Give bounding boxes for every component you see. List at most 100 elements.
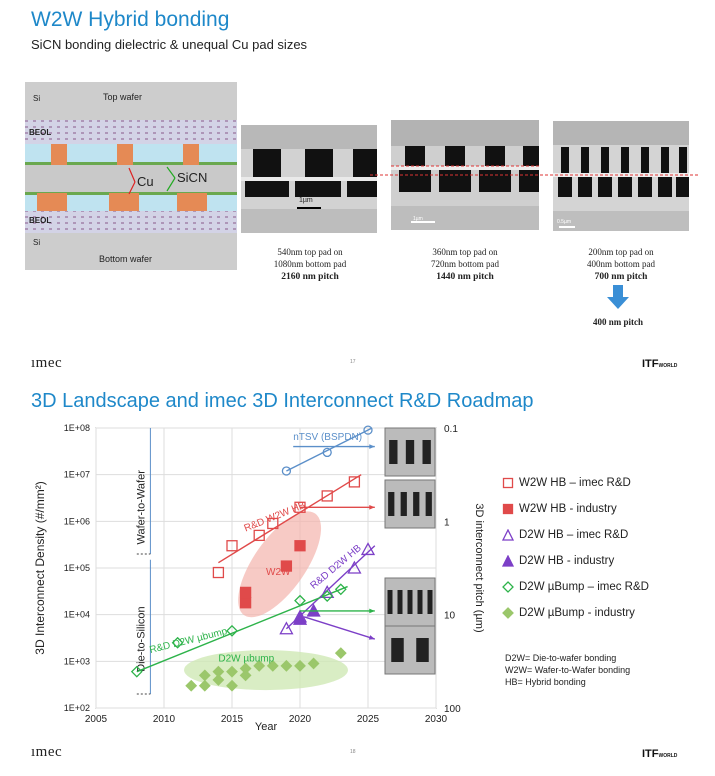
w2w-inset-image-feature bbox=[425, 492, 432, 516]
point-triangle bbox=[292, 611, 308, 625]
w2w-inset-image-feature bbox=[388, 492, 395, 516]
itf-logo-1-small: WORLD bbox=[658, 363, 678, 369]
schematic-sicn-label: SiCN bbox=[177, 170, 208, 185]
alignment-line bbox=[370, 174, 700, 176]
point-square bbox=[226, 540, 238, 552]
diamond-filled-icon bbox=[502, 607, 514, 619]
itf-logo-1-text: ITF bbox=[642, 358, 659, 370]
d2w-inset-image bbox=[384, 625, 436, 675]
caption-1440-line2: 720nm bottom pad bbox=[431, 259, 499, 269]
definition-w2w: W2W= Wafer-to-Wafer bonding bbox=[505, 665, 631, 675]
point-diamond bbox=[307, 657, 320, 670]
schematic-cu-label: Cu bbox=[137, 174, 154, 189]
point-diamond bbox=[321, 590, 334, 603]
x-tick-label: 2030 bbox=[425, 714, 448, 725]
page-number-2: 18 bbox=[350, 749, 356, 755]
schematic-beol-bottom: BEOL bbox=[29, 216, 52, 225]
y2-tick-label: 10 bbox=[444, 611, 456, 622]
x-axis-label: Year bbox=[255, 721, 278, 733]
w2w-arrow-head bbox=[369, 504, 375, 510]
ubump-inset-image bbox=[384, 577, 436, 627]
triangle-filled-shape bbox=[502, 555, 514, 567]
slide1-subtitle: SiCN bonding dielectric & unequal Cu pad… bbox=[31, 37, 308, 52]
caption-1440-line1: 360nm top pad on bbox=[432, 247, 498, 257]
tem-image-2160: 1µm bbox=[241, 125, 377, 233]
point-triangle bbox=[320, 585, 335, 599]
point-triangle bbox=[347, 560, 362, 574]
page-number-1: 17 bbox=[350, 359, 356, 365]
caption-1440-pitch: 1440 nm pitch bbox=[436, 272, 494, 282]
x-tick-label: 2010 bbox=[153, 714, 176, 725]
ubump-inset-image-feature bbox=[397, 590, 403, 614]
point-diamond bbox=[266, 659, 279, 672]
caption-2160-line2: 1080nm bottom pad bbox=[273, 259, 347, 269]
point-diamond bbox=[334, 647, 347, 660]
ntsv-inset-image bbox=[384, 427, 436, 477]
trend-label-ubump: D2W µbump bbox=[218, 653, 274, 664]
scale-bar-2: 1µm bbox=[413, 216, 423, 222]
trend-label-ntsv: nTSV (BSPDN) bbox=[293, 432, 362, 443]
legend-item: D2W µBump - industry bbox=[502, 607, 635, 619]
point-square bbox=[239, 597, 252, 609]
point-square bbox=[253, 529, 265, 542]
d2w-arrow bbox=[303, 616, 376, 640]
legend-label: D2W HB - industry bbox=[519, 555, 615, 567]
schematic-bottom-wafer: Bottom wafer bbox=[99, 254, 153, 264]
schematic-beol-top: BEOL bbox=[29, 128, 52, 137]
d2w-inset-image-feature bbox=[391, 638, 404, 662]
point-diamond bbox=[226, 624, 238, 637]
legend-label: D2W µBump - industry bbox=[519, 607, 635, 619]
triangle-open-icon bbox=[502, 529, 514, 541]
y2-tick-label: 100 bbox=[444, 704, 461, 715]
point-square bbox=[239, 586, 252, 599]
point-circle bbox=[363, 425, 373, 435]
caption-1440: 360nm top pad on 720nm bottom pad 1440 n… bbox=[400, 246, 530, 283]
caption-700-line2: 400nm bottom pad bbox=[587, 259, 655, 269]
point-diamond bbox=[226, 679, 238, 692]
square-open-icon bbox=[502, 477, 514, 489]
schematic-top-wafer: Top wafer bbox=[103, 92, 143, 102]
point-triangle bbox=[279, 621, 294, 635]
ubump-arrow-head bbox=[369, 608, 375, 614]
definition-hb: HB= Hybrid bonding bbox=[505, 677, 586, 687]
ntsv-inset-image-feature bbox=[405, 440, 415, 464]
ubump-inset-image-feature bbox=[407, 590, 413, 614]
x-tick-label: 2020 bbox=[289, 714, 312, 725]
point-diamond bbox=[334, 583, 347, 596]
w2w-trend-line bbox=[218, 474, 362, 564]
d2w-inset-image-feature bbox=[416, 638, 429, 662]
schematic-bottom-si: Si bbox=[33, 238, 41, 247]
point-square bbox=[267, 517, 279, 530]
bonding-schematic: Si Top wafer BEOL Cu SiCN BEOL Si Bottom… bbox=[25, 82, 237, 270]
next-pitch-label: 400 nm pitch bbox=[592, 317, 643, 327]
imec-logo-1: ımec bbox=[31, 355, 63, 371]
square-filled-shape bbox=[502, 503, 514, 515]
y-tick-label: 1E+02 bbox=[64, 703, 90, 713]
y2-axis-label: 3D interconnect pitch (µm) bbox=[473, 503, 485, 632]
y-axis-label: 3D Interconnect Density (#/mm²) bbox=[33, 481, 47, 654]
point-diamond bbox=[130, 665, 143, 678]
ubump-inset-image-feature bbox=[417, 590, 423, 614]
point-diamond bbox=[239, 669, 252, 682]
legend-label: D2W µBump – imec R&D bbox=[519, 581, 649, 593]
caption-700: 200nm top pad on 400nm bottom pad 700 nm… bbox=[556, 246, 686, 283]
tem-image-700: 0.5µm bbox=[553, 121, 689, 231]
itf-logo-2-small: WORLD bbox=[658, 753, 678, 759]
caption-700-pitch: 700 nm pitch bbox=[594, 272, 648, 282]
point-diamond bbox=[280, 659, 293, 672]
definitions: D2W= Die-to-wafer bonding W2W= Wafer-to-… bbox=[505, 652, 630, 688]
trend-label-w2w: W2W bbox=[266, 567, 291, 578]
y-tick-label: 1E+04 bbox=[64, 610, 90, 620]
point-square bbox=[212, 566, 225, 579]
diamond-open-icon bbox=[502, 581, 514, 593]
legend-label: W2W HB – imec R&D bbox=[519, 477, 631, 489]
legend-item: D2W HB - industry bbox=[502, 555, 614, 567]
itf-logo-2-text: ITF bbox=[642, 748, 659, 760]
triangle-open-shape bbox=[502, 529, 514, 541]
point-square bbox=[321, 490, 333, 502]
scale-bar-3: 0.5µm bbox=[557, 219, 571, 225]
legend-item: D2W µBump – imec R&D bbox=[502, 581, 649, 593]
point-diamond bbox=[226, 665, 238, 678]
imec-logo-2: ımec bbox=[31, 744, 63, 760]
point-diamond bbox=[294, 594, 306, 607]
